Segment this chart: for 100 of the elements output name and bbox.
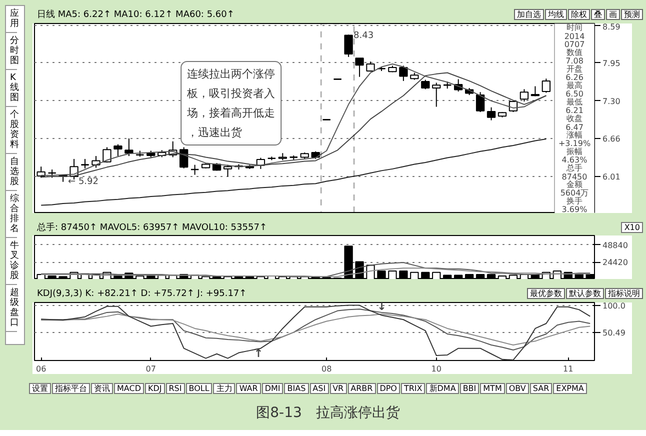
candlestick	[486, 106, 496, 121]
annotation: 最低	[566, 97, 582, 106]
text: EXPMA	[553, 383, 587, 394]
text: KDJ	[144, 383, 165, 394]
line-series	[40, 304, 591, 360]
y-tick-label: 8.59	[602, 22, 620, 32]
candlestick	[476, 92, 485, 113]
annotation: 5604万	[560, 188, 589, 198]
annotation: 6.26	[566, 73, 584, 82]
text: 图8-13 拉高涨停出货	[255, 404, 401, 423]
annotation: 连续拉出两个涨停板，吸引投资者入场，接着高开低走，迅速出货	[186, 68, 276, 139]
text: 指标说明	[605, 288, 643, 299]
candlestick	[114, 144, 122, 157]
text: 牛叉诊股	[6, 238, 19, 285]
annotation: 6.50	[566, 90, 584, 99]
text: 自选股	[6, 154, 19, 191]
candlestick	[124, 138, 134, 157]
text: 新DMA	[426, 383, 459, 394]
text: 默认参数	[566, 288, 604, 299]
candlestick	[102, 146, 112, 163]
text: WAR	[236, 383, 261, 394]
annotation: 2014	[564, 32, 585, 41]
line-series	[40, 138, 547, 206]
text: RSI	[166, 383, 185, 394]
candlestick	[80, 158, 90, 169]
text: 预测	[621, 9, 643, 20]
annotation: 收盘	[566, 114, 582, 123]
text: 最优参数	[527, 288, 565, 299]
x-tick-label: 07	[146, 364, 156, 374]
annotation: 最高	[566, 80, 582, 90]
x-tick-label: 11	[563, 364, 574, 374]
y-tick-label: 6.66	[602, 134, 620, 144]
text: 超级盘口	[6, 285, 19, 332]
text: 资讯	[91, 383, 113, 394]
candlestick	[520, 88, 529, 102]
text: K线图	[6, 70, 19, 107]
annotation: 时间	[566, 23, 582, 32]
annotation: 振幅	[566, 147, 582, 156]
x-tick-label: 06	[36, 364, 46, 374]
annotation: +3.19%	[558, 138, 591, 148]
candlestick	[355, 58, 364, 78]
text: BIAS	[284, 383, 309, 394]
y-tick-label: 24420	[602, 258, 628, 268]
text: 除权	[568, 9, 590, 20]
text: BOLL	[186, 383, 212, 394]
annotation: 3.69%	[562, 204, 588, 214]
text: 叠	[591, 9, 605, 20]
x-tick-label: 08	[321, 364, 332, 374]
text: X10	[621, 222, 643, 233]
text: MACD	[114, 383, 144, 394]
text: 设置	[29, 383, 51, 394]
text: 加自选	[514, 9, 544, 20]
annotation: 数值	[566, 48, 582, 57]
candlestick	[432, 82, 441, 108]
text: ASI	[310, 383, 329, 394]
text: 个股资料	[6, 107, 19, 154]
y-tick-label: 48840	[602, 240, 628, 250]
chart-title: 总手: 87450↑ MAVOL5: 63957↑ MAVOL10: 53557↑	[37, 222, 267, 234]
annotation: 总手	[566, 164, 582, 173]
candlestick	[344, 34, 353, 58]
annotation: 6.21	[566, 106, 584, 116]
text: SAR	[530, 383, 552, 394]
annotation: 87450	[562, 172, 588, 182]
text: 综合排名	[6, 191, 19, 238]
annotation: 6.47	[566, 122, 584, 132]
annotation: 涨幅	[566, 130, 582, 140]
text: 分时图	[6, 33, 19, 70]
annotation: ↑	[254, 347, 264, 360]
chart-title: KDJ(9,3,3) K: +82.21↑ D: +75.72↑ J: +95.17↑	[37, 288, 247, 301]
y-tick-label: 7.30	[602, 96, 620, 106]
text: MTM	[480, 383, 505, 394]
y-tick-label: 50.49	[602, 328, 626, 338]
text: DMI	[262, 383, 284, 394]
y-tick-label: 7.95	[602, 58, 620, 68]
annotation: 7.08	[566, 56, 584, 66]
text: BBI	[460, 383, 480, 394]
text: VR	[330, 383, 347, 394]
annotation: 开盘	[566, 64, 582, 74]
candlestick	[190, 164, 200, 176]
text: 画	[606, 9, 620, 20]
text: 应用	[6, 6, 19, 33]
text: OBV	[506, 383, 529, 394]
y-tick-label: 100.0	[602, 302, 626, 310]
annotation: 4.63%	[562, 155, 588, 164]
text: 均线	[545, 9, 567, 20]
annotation: 8.43	[354, 31, 374, 42]
text: DPO	[376, 383, 400, 394]
annotation: 金额	[566, 180, 582, 190]
x-tick-label: 10	[431, 364, 442, 374]
candlestick	[542, 78, 551, 94]
candlestick	[421, 79, 430, 90]
chart-title: 日线 MA5: 6.22↑ MA10: 6.12↑ MA60: 5.60↑	[37, 9, 234, 22]
text: 主力	[213, 383, 236, 394]
annotation: 换手	[566, 196, 582, 206]
annotation: 0707	[564, 40, 585, 50]
annotation: ← 5.92	[68, 176, 98, 187]
line-series	[40, 268, 591, 278]
text: TRIX	[400, 383, 426, 394]
text: ARBR	[348, 383, 376, 394]
y-tick-label: 6.01	[602, 172, 620, 182]
